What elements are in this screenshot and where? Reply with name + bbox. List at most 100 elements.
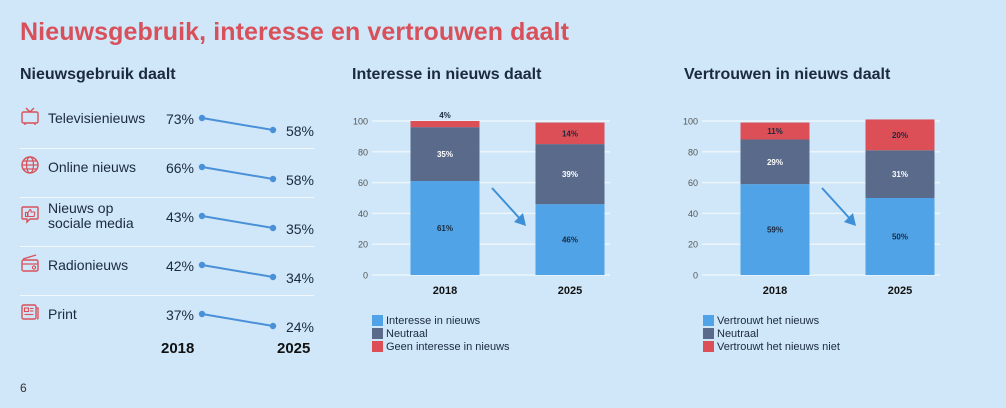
usage-dot-2025 xyxy=(269,273,277,281)
trust-data-label: 29% xyxy=(767,158,783,167)
usage-row-label: Online nieuws xyxy=(48,160,136,175)
usage-row: Nieuws op sociale media 43% 35% xyxy=(20,198,314,247)
usage-slope xyxy=(198,261,277,281)
trust-x-tick-label: 2018 xyxy=(763,285,787,297)
usage-slope-line xyxy=(201,215,274,229)
interest-chart: 0 20 40 60 80 100 61% 35% 4% 2018 46% 39% 14% 2025 xyxy=(353,111,610,297)
trust-legend-swatch xyxy=(703,341,714,352)
interest-x-tick-label: 2018 xyxy=(433,285,457,297)
usage-row-label: Televisienieuws xyxy=(48,111,145,126)
interest-bar-segment xyxy=(535,204,605,275)
interest-data-label: 35% xyxy=(437,150,453,159)
usage-value-2018: 66% xyxy=(165,160,194,176)
usage-value-2025: 58% xyxy=(285,172,314,188)
interest-y-tick-label: 20 xyxy=(358,240,368,250)
interest-y-tick-label: 40 xyxy=(358,209,368,219)
usage-dot-2025 xyxy=(269,224,277,232)
usage-slope-line xyxy=(201,117,274,131)
usage-year-2018: 2018 xyxy=(161,340,195,357)
trust-data-label: 50% xyxy=(892,233,908,242)
interest-legend-label: Neutraal xyxy=(386,327,428,340)
interest-legend-label: Geen interesse in nieuws xyxy=(386,340,510,353)
interest-bar-segment xyxy=(535,122,605,145)
usage-dot-2025 xyxy=(269,126,277,134)
interest-data-label: 14% xyxy=(562,129,578,138)
row-divider xyxy=(20,197,314,198)
usage-slope-line xyxy=(201,313,274,327)
usage-row: Online nieuws 66% 58% xyxy=(20,149,314,198)
usage-row-label-line: sociale media xyxy=(48,215,134,231)
interest-legend-swatch xyxy=(372,315,383,326)
trust-x-tick-label: 2025 xyxy=(888,285,912,297)
usage-dot-2018 xyxy=(198,261,206,269)
usage-slope-line xyxy=(201,166,274,180)
trust-bar-segment xyxy=(740,122,810,140)
usage-row-label-line: Print xyxy=(48,306,77,322)
interest-bar-segment xyxy=(410,127,480,182)
trust-legend-label: Vertrouwt het nieuws niet xyxy=(717,340,840,353)
interest-data-label: 61% xyxy=(437,224,453,233)
trust-legend-swatch xyxy=(703,315,714,326)
trust-chart: 0 20 40 60 80 100 59% 29% 11% 2018 50% 31% 20% 2025 xyxy=(683,117,940,297)
trust-y-tick-label: 60 xyxy=(688,178,698,188)
trust-legend-swatch xyxy=(703,328,714,339)
usage-value-2025: 35% xyxy=(285,221,314,237)
interest-trend-arrow-head xyxy=(514,213,526,226)
interest-y-tick-label: 80 xyxy=(358,147,368,157)
usage-value-2018: 37% xyxy=(165,307,194,323)
usage-dot-2018 xyxy=(198,114,206,122)
usage-row-label: Radionieuws xyxy=(48,258,128,273)
thumbs-up-chat-icon xyxy=(20,204,40,224)
usage-value-2018: 42% xyxy=(165,258,194,274)
interest-data-label: 39% xyxy=(562,170,578,179)
interest-legend-item: Neutraal xyxy=(372,327,510,340)
row-divider xyxy=(20,295,314,296)
interest-y-tick-label: 60 xyxy=(358,178,368,188)
interest-bar-segment xyxy=(535,144,605,205)
usage-slope xyxy=(198,163,277,183)
trust-trend-arrow xyxy=(821,187,853,222)
trust-legend-item: Vertrouwt het nieuws niet xyxy=(703,340,840,353)
usage-section-title: Nieuwsgebruik daalt xyxy=(20,66,176,83)
trust-data-label: 31% xyxy=(892,170,908,179)
globe-icon xyxy=(20,155,40,175)
trust-chart-title: Vertrouwen in nieuws daalt xyxy=(684,66,891,83)
interest-y-tick-label: 100 xyxy=(353,117,368,127)
page-title: Nieuwsgebruik, interesse en vertrouwen d… xyxy=(20,18,570,46)
usage-value-2018: 43% xyxy=(165,209,194,225)
trust-legend-label: Vertrouwt het nieuws xyxy=(717,314,820,327)
usage-row-label-line: Nieuws op xyxy=(48,200,114,216)
interest-legend: Interesse in nieuws Neutraal Geen interess… xyxy=(372,314,510,353)
interest-x-tick-label: 2025 xyxy=(558,285,582,297)
newspaper-icon xyxy=(20,302,40,322)
usage-row-label: Print xyxy=(48,307,77,322)
trust-y-tick-label: 80 xyxy=(688,147,698,157)
trust-trend-arrow-head xyxy=(844,213,856,226)
trust-legend: Vertrouwt het nieuws Neutraal Vertrouwt he… xyxy=(703,314,840,353)
trust-data-label: 20% xyxy=(892,131,908,140)
usage-dot-2018 xyxy=(198,310,206,318)
usage-row-label-line: Radionieuws xyxy=(48,257,129,273)
radio-icon xyxy=(20,253,40,273)
usage-dot-2018 xyxy=(198,212,206,220)
usage-row: Radionieuws 42% 34% xyxy=(20,247,314,296)
interest-bar-segment xyxy=(410,181,480,275)
trust-y-tick-label: 0 xyxy=(693,271,698,281)
interest-legend-item: Geen interesse in nieuws xyxy=(372,340,510,353)
interest-legend-label: Interesse in nieuws xyxy=(386,314,481,327)
interest-trend-arrow xyxy=(491,187,523,222)
usage-row-label-line: Televisienieuws xyxy=(48,110,146,126)
usage-slope xyxy=(198,310,277,330)
interest-bar-segment xyxy=(410,121,480,128)
usage-row: Print 37% 24% xyxy=(20,296,314,345)
usage-row-label: Nieuws op sociale media xyxy=(48,201,134,231)
usage-slope xyxy=(198,114,277,134)
usage-dot-2025 xyxy=(269,322,277,330)
interest-legend-item: Interesse in nieuws xyxy=(372,314,510,327)
trust-legend-item: Vertrouwt het nieuws xyxy=(703,314,840,327)
usage-row: Televisienieuws 73% 58% xyxy=(20,100,314,149)
trust-data-label: 11% xyxy=(767,127,783,136)
tv-icon xyxy=(20,106,40,126)
trust-legend-item: Neutraal xyxy=(703,327,840,340)
usage-dot-2018 xyxy=(198,163,206,171)
